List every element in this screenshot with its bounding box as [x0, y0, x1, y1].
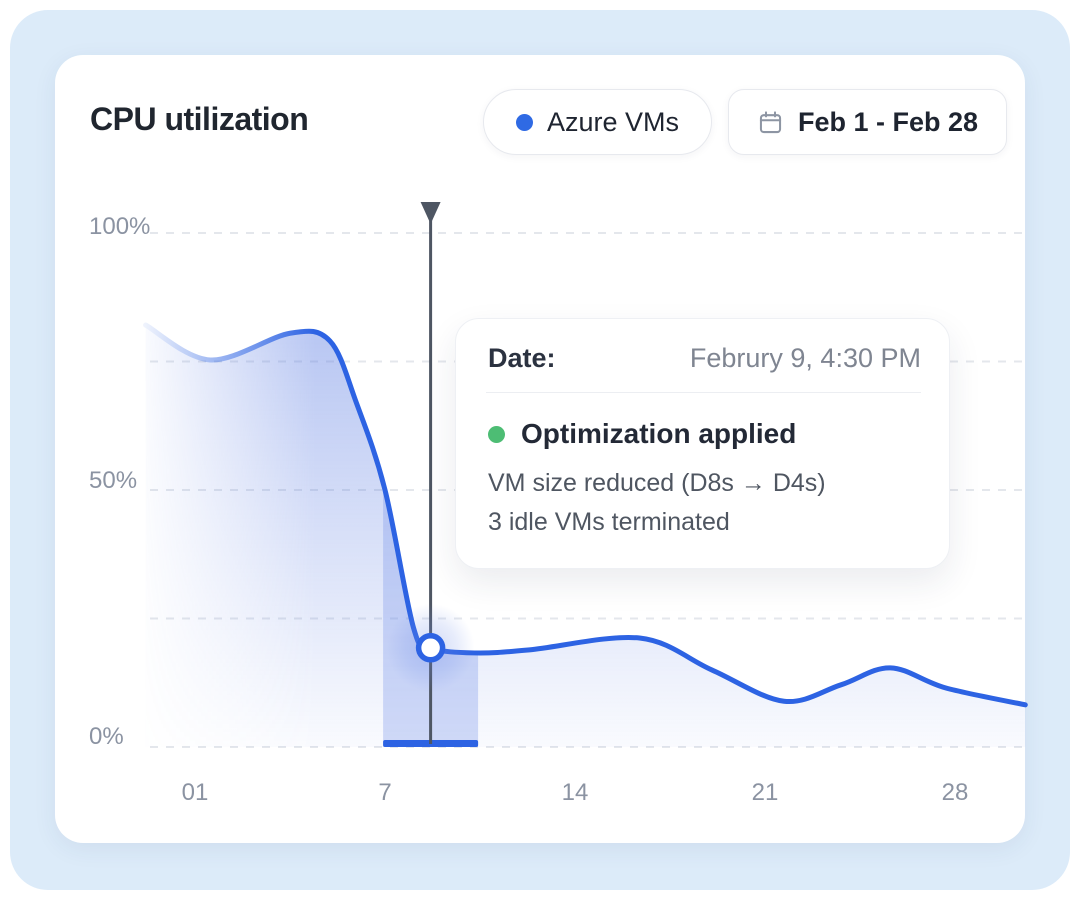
- tooltip-date-label: Date:: [488, 343, 556, 373]
- tooltip-divider: [486, 392, 921, 393]
- calendar-icon: [757, 109, 784, 136]
- legend-pill-azure-vms[interactable]: Azure VMs: [483, 89, 713, 155]
- chart-tooltip: Date: Februry 9, 4:30 PM Optimization ap…: [455, 318, 950, 569]
- date-range-picker[interactable]: Feb 1 - Feb 28: [728, 89, 1008, 155]
- x-tick-label-14: 14: [562, 779, 589, 806]
- series-dot-icon: [516, 113, 533, 131]
- tooltip-detail-line: VM size reduced (D8s → D4s): [488, 469, 826, 497]
- date-range-label: Feb 1 - Feb 28: [798, 106, 979, 137]
- tooltip-event-row: Optimization applied: [486, 418, 921, 450]
- marker-point[interactable]: [415, 633, 446, 663]
- y-tick-label-0: 0%: [89, 723, 124, 750]
- x-tick-label-7: 7: [378, 779, 391, 806]
- tooltip-event-title: Optimization applied: [521, 418, 797, 449]
- x-tick-label-28: 28: [942, 779, 969, 806]
- legend-pill-label: Azure VMs: [547, 106, 680, 137]
- y-tick-label-100: 100%: [89, 213, 150, 240]
- page-title: CPU utilization: [90, 101, 309, 137]
- scrubber-triangle-icon[interactable]: [420, 202, 441, 224]
- event-status-dot-icon: [488, 425, 505, 443]
- x-tick-label-1: 01: [182, 779, 209, 806]
- tooltip-detail-line: 3 idle VMs terminated: [488, 508, 730, 536]
- tooltip-date-row: Date: Februry 9, 4:30 PM: [486, 343, 921, 374]
- x-tick-label-21: 21: [752, 779, 779, 806]
- tooltip-date-value: Februry 9, 4:30 PM: [689, 343, 921, 373]
- y-tick-label-50: 50%: [89, 467, 137, 494]
- tooltip-details: VM size reduced (D8s → D4s) 3 idle VMs t…: [486, 464, 921, 542]
